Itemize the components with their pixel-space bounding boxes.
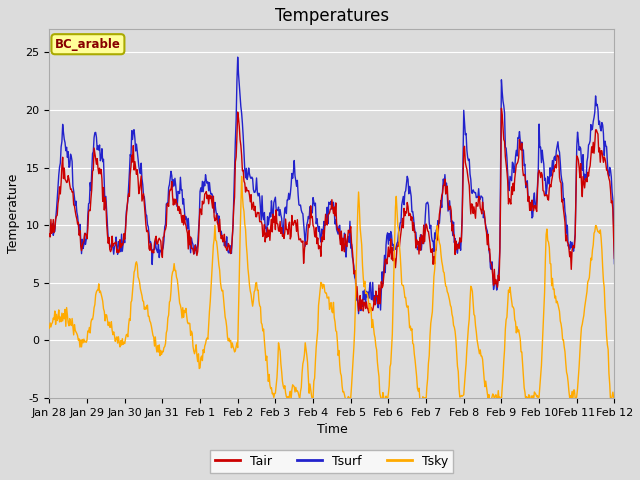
X-axis label: Time: Time [317, 423, 348, 436]
Y-axis label: Temperature: Temperature [7, 174, 20, 253]
Text: BC_arable: BC_arable [55, 38, 121, 51]
Legend: Tair, Tsurf, Tsky: Tair, Tsurf, Tsky [211, 450, 453, 473]
Title: Temperatures: Temperatures [275, 7, 389, 25]
